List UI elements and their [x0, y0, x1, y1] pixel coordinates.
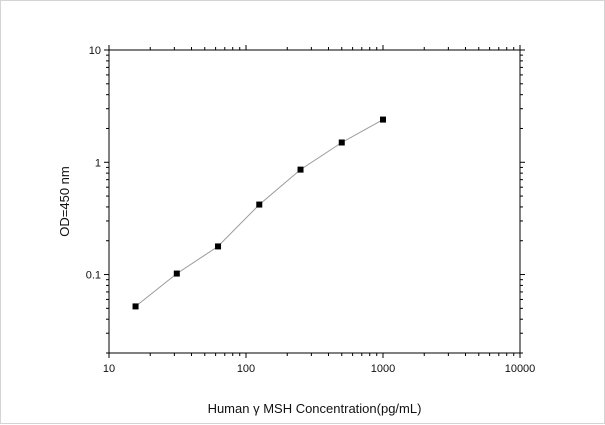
data-point: [132, 303, 139, 310]
data-point: [380, 116, 386, 123]
x-tick-label: 1000: [371, 363, 395, 375]
axes: [104, 45, 525, 358]
x-tick-label: 10000: [505, 363, 536, 375]
y-tick-label: 0.1: [86, 270, 101, 282]
series-line: [135, 119, 384, 307]
data-point: [338, 139, 345, 146]
x-axis-label: Human γ MSH Concentration(pg/mL): [208, 401, 422, 416]
y-tick-label: 1: [95, 157, 101, 169]
data-markers: [132, 116, 386, 310]
x-tick-label: 10: [103, 363, 115, 375]
tick-labels: 10 100 1000 10000 0.1 1 10: [86, 45, 536, 375]
data-point: [297, 166, 304, 173]
x-tick-label: 100: [237, 363, 255, 375]
data-point: [215, 243, 222, 250]
plot-border: [108, 49, 521, 354]
data-point: [173, 270, 180, 277]
series-line-path: [135, 119, 384, 307]
data-point: [256, 201, 263, 208]
y-axis-label: OD=450 nm: [57, 166, 72, 236]
y-tick-label: 10: [89, 45, 101, 57]
